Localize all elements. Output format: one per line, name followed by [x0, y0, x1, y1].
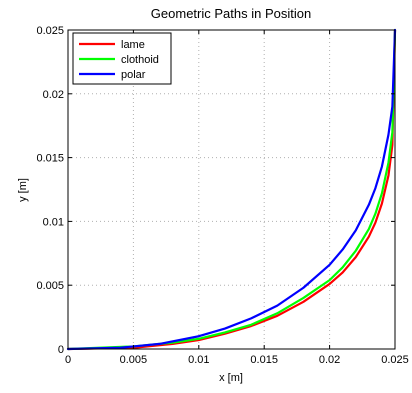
legend-label-clothoid: clothoid	[121, 54, 159, 66]
series-line-polar	[66, 28, 397, 351]
chart-title: Geometric Paths in Position	[151, 6, 311, 21]
series-group	[66, 28, 397, 351]
x-axis-label: x [m]	[219, 372, 243, 384]
y-tick-label: 0.015	[36, 153, 64, 165]
ticks	[67, 29, 396, 350]
tick-labels: 0 0.005 0.01 0.015 0.02 0.025 0 0.005 0.01 0.015 0…	[36, 25, 408, 366]
legend: lame clothoid polar	[72, 32, 172, 85]
legend-label-lame: lame	[121, 39, 145, 51]
x-tick-label: 0.015	[250, 354, 278, 366]
x-tick-label: 0	[65, 354, 71, 366]
y-axis-label: y [m]	[17, 178, 29, 202]
y-tick-label: 0.005	[36, 280, 64, 292]
plot-frame	[67, 29, 396, 350]
grid	[68, 30, 395, 349]
y-tick-label: 0	[58, 344, 64, 356]
legend-label-polar: polar	[121, 69, 146, 81]
x-tick-label: 0.02	[319, 354, 340, 366]
series-line-clothoid	[66, 28, 397, 351]
series-line-lame	[66, 28, 397, 351]
x-tick-label: 0.005	[120, 354, 148, 366]
x-tick-label: 0.025	[381, 354, 409, 366]
y-tick-label: 0.02	[43, 89, 64, 101]
y-tick-label: 0.025	[36, 25, 64, 37]
x-tick-label: 0.01	[188, 354, 209, 366]
y-tick-label: 0.01	[43, 216, 64, 228]
